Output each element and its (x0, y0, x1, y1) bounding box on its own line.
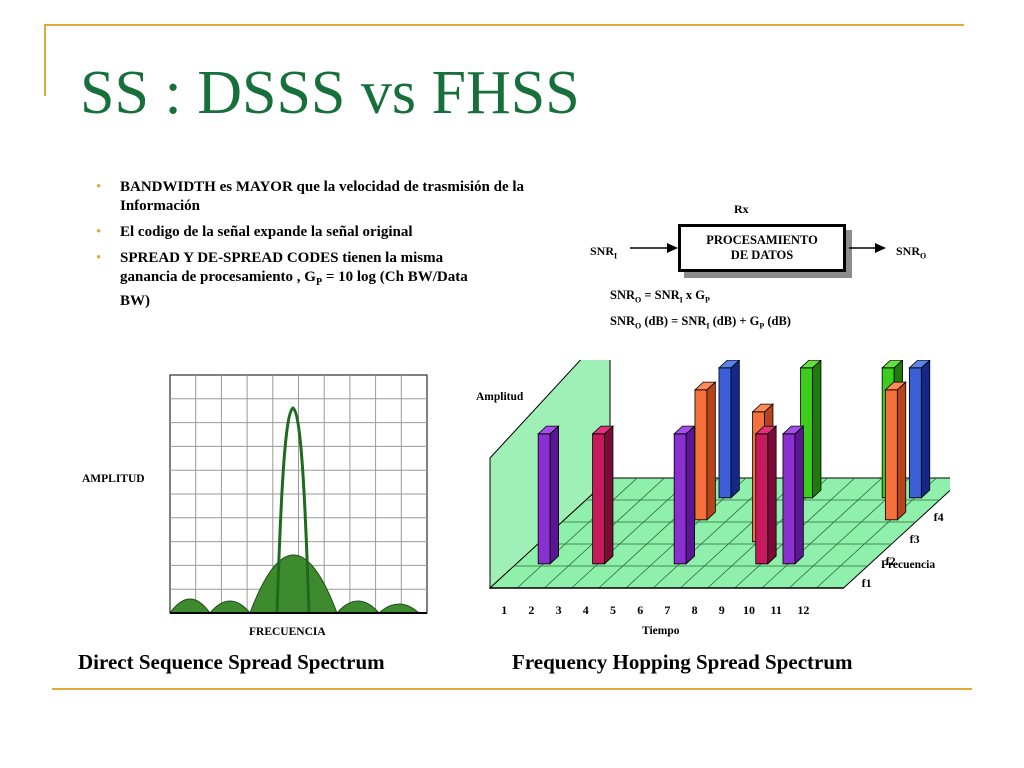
top-decor-line (44, 24, 964, 26)
fhss-floor-gridline (571, 477, 692, 589)
bullet-text: BANDWIDTH es MAYOR que la velocidad de t… (120, 179, 525, 214)
bullet-marker: • (96, 250, 102, 266)
fhss-time-tick: 12 (797, 603, 809, 617)
fhss-time-tick: 4 (583, 603, 589, 617)
snr-formula-db: SNRO (dB) = SNRI (dB) + GP (dB) (610, 314, 791, 331)
fhss-bar-t1-f2 (537, 425, 560, 565)
fhss-freq-tick: f1 (862, 576, 872, 590)
fhss-time-tick: 5 (610, 603, 616, 617)
fhss-time-tick: 2 (528, 603, 534, 617)
fhss-floor-gridline (516, 477, 638, 589)
fhss-time-tick: 3 (556, 603, 562, 617)
dsss-narrowband-peak (275, 406, 311, 614)
fhss-bar-t3-f2 (591, 425, 614, 565)
left-decor-line (44, 24, 46, 96)
fhss-time-tick: 1 (501, 603, 507, 617)
processing-label-1: PROCESAMIENTO (706, 233, 818, 247)
fhss-time-tick: 8 (692, 603, 698, 617)
snr-formula-linear: SNRO = SNRI x GP (610, 288, 710, 305)
fhss-3d-chart: 123456789101112f1f2f3f4f5 (488, 360, 950, 617)
fhss-time-tick: 6 (637, 603, 643, 617)
fhss-bar-t12-f4 (884, 381, 907, 521)
fhss-floor-gridline (680, 477, 801, 589)
dsss-sidelobes (169, 554, 421, 614)
fhss-bar-t12-f5 (908, 360, 931, 499)
fhss-bar-t10-f2 (781, 425, 805, 565)
bullet-text-line2b: = 10 log (Ch BW/Data (322, 269, 468, 285)
processing-label-2: DE DATOS (730, 248, 794, 262)
bullet-list: • BANDWIDTH es MAYOR que la velocidad de… (96, 178, 546, 318)
snr-output-label: SNRO (896, 244, 927, 261)
bullet-marker: • (96, 224, 102, 240)
snr-input-label: SNRI (590, 244, 618, 261)
bullet-text: El codigo de la señal expande la señal o… (120, 224, 413, 240)
fhss-bar-t9-f2 (754, 425, 778, 565)
fhss-freq-tick: f3 (910, 532, 920, 546)
fhss-freq-tick: f2 (886, 554, 896, 568)
bullet-text-line3: BW) (120, 293, 150, 309)
fhss-time-tick: 9 (719, 603, 725, 617)
dsss-spectrum-chart (169, 374, 428, 614)
dsss-x-label: FRECUENCIA (249, 626, 326, 638)
dsss-y-label: AMPLITUD (82, 473, 145, 485)
fhss-time-tick: 11 (771, 603, 782, 617)
fhss-y-label: Amplitud (476, 391, 524, 403)
dsss-caption: Direct Sequence Spread Spectrum (78, 650, 385, 674)
bullet-bandwidth: • BANDWIDTH es MAYOR que la velocidad de… (96, 178, 546, 216)
fhss-bar-t5-f4 (693, 381, 717, 521)
fhss-z-label: Frecuencia (881, 559, 936, 571)
fhss-bar-t5-f5 (717, 360, 741, 499)
bullet-spread-codes: • SPREAD Y DE-SPREAD CODES tienen la mis… (96, 249, 546, 311)
bullet-marker: • (96, 179, 102, 195)
bullet-text-line1: SPREAD Y DE-SPREAD CODES tienen la misma (120, 250, 444, 266)
bullet-text-line2a: ganancia de procesamiento , G (120, 269, 316, 285)
processing-block: PROCESAMIENTO DE DATOS (678, 224, 846, 272)
slide-title: SS : DSSS vs FHSS (80, 59, 580, 127)
fhss-floor-gridline (761, 477, 883, 589)
bullet-codigo: • El codigo de la señal expande la señal… (96, 223, 546, 242)
gp-subscript: P (315, 277, 323, 288)
fhss-freq-tick: f4 (934, 510, 944, 524)
bottom-decor-line (52, 688, 972, 690)
fhss-time-tick: 7 (664, 603, 670, 617)
fhss-caption: Frequency Hopping Spread Spectrum (512, 650, 853, 674)
fhss-time-tick: 10 (743, 603, 755, 617)
rx-label: Rx (734, 202, 749, 216)
fhss-x-label: Tiempo (642, 625, 680, 637)
fhss-bar-t6-f2 (673, 425, 696, 565)
